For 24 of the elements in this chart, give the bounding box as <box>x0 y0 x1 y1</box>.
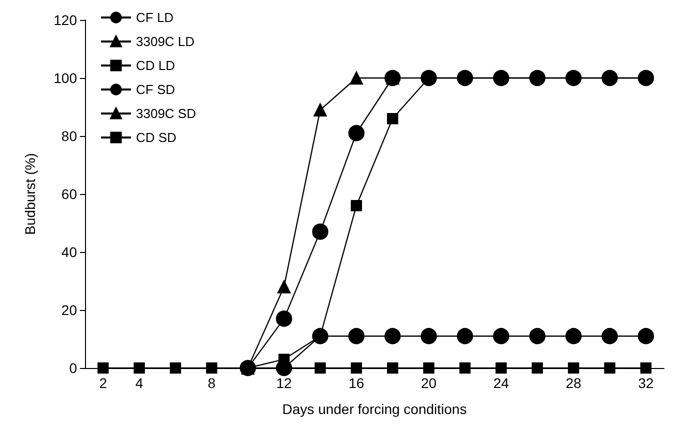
x-tick-label: 28 <box>566 375 582 391</box>
legend-label: 3309C SD <box>136 106 196 121</box>
x-tick-label: 16 <box>348 375 364 391</box>
y-tick-label: 100 <box>54 70 78 86</box>
legend-label: CF LD <box>136 10 174 25</box>
legend-label: CD LD <box>136 58 176 73</box>
y-tick-label: 80 <box>61 128 78 144</box>
x-tick-label: 2 <box>99 375 108 391</box>
y-tick-label: 120 <box>54 12 78 28</box>
x-tick-label: 32 <box>638 375 654 391</box>
x-tick-label: 8 <box>208 375 216 391</box>
x-tick-label: 20 <box>420 375 437 391</box>
x-tick-label: 24 <box>493 375 510 391</box>
x-tick-label: 12 <box>276 375 292 391</box>
y-axis-title: Budburst (%) <box>22 153 38 235</box>
y-tick-label: 60 <box>61 186 78 202</box>
x-axis-title: Days under forcing conditions <box>282 401 467 417</box>
y-tick-label: 40 <box>61 244 78 260</box>
x-tick-label: 4 <box>135 375 144 391</box>
y-tick-label: 20 <box>61 302 78 318</box>
legend-label: CD SD <box>136 130 176 145</box>
y-tick-label: 0 <box>69 360 78 376</box>
legend-label: CF SD <box>136 82 175 97</box>
legend-label: 3309C LD <box>136 34 195 49</box>
